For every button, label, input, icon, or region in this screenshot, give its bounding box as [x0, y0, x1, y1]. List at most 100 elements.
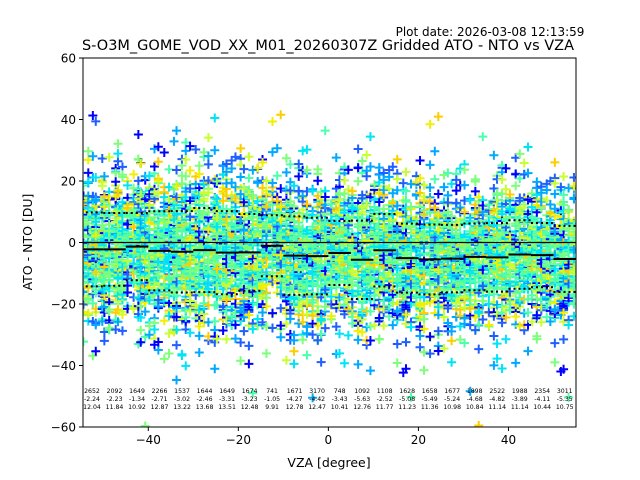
scatter-point — [117, 326, 127, 336]
scatter-point — [267, 308, 277, 318]
scatter-point — [447, 336, 457, 346]
scatter-point — [365, 132, 375, 142]
scatter-point — [203, 176, 213, 186]
scatter-point — [236, 216, 246, 226]
scatter-point — [194, 321, 204, 331]
scatter-point — [465, 320, 475, 330]
scatter-point — [392, 358, 402, 368]
scatter-point — [144, 330, 154, 340]
scatter-point — [159, 147, 169, 157]
scatter-point — [353, 335, 363, 345]
scatter-point — [164, 349, 174, 359]
scatter-point — [289, 201, 299, 211]
scatter-point — [308, 319, 318, 329]
scatter-point — [248, 388, 258, 398]
scatter-point — [302, 288, 312, 298]
scatter-point — [117, 170, 127, 180]
scatter-point — [474, 344, 484, 354]
scatter-point — [392, 154, 402, 164]
scatter-point — [308, 298, 318, 308]
scatter-point — [253, 163, 263, 173]
scatter-point — [289, 359, 299, 369]
scatter-point — [91, 277, 101, 287]
scatter-point — [261, 301, 271, 311]
scatter-point — [191, 145, 201, 155]
scatter-point — [334, 301, 344, 311]
scatter-point — [239, 312, 249, 322]
scatter-point — [320, 323, 330, 333]
scatter-point — [99, 262, 109, 272]
scatter-point — [185, 328, 195, 338]
scatter-point — [88, 110, 98, 120]
scatter-point — [261, 176, 271, 186]
scatter-point — [212, 176, 222, 186]
chart-title: S-O3M_GOME_VOD_XX_M01_20260307Z Gridded … — [82, 38, 574, 54]
scatter-point — [302, 145, 312, 155]
scatter-point — [153, 157, 163, 167]
scatter-point — [111, 177, 121, 187]
scatter-point — [164, 274, 174, 284]
scatter-point — [97, 153, 107, 163]
scatter-point — [97, 181, 107, 191]
scatter-point — [308, 222, 318, 232]
scatter-point — [194, 161, 204, 171]
scatter-point — [276, 215, 286, 225]
scatter-point — [104, 267, 114, 277]
scatter-point — [203, 188, 213, 198]
scatter-point — [172, 325, 182, 335]
scatter-point — [272, 171, 282, 181]
scatter-point — [172, 165, 182, 175]
scatter-point — [191, 300, 201, 310]
scatter-point — [91, 231, 101, 241]
scatter-point — [230, 320, 240, 330]
scatter-point — [289, 330, 299, 340]
scatter-point — [194, 169, 204, 179]
scatter-point — [136, 325, 146, 335]
scatter-point — [111, 168, 121, 178]
scatter-point — [339, 205, 349, 215]
scatter-point — [212, 194, 222, 204]
scatter-point — [425, 160, 435, 170]
scatter-point — [133, 129, 143, 139]
scatter-point — [302, 322, 312, 332]
scatter-point — [159, 297, 169, 307]
scatter-point — [326, 267, 336, 277]
scatter-point — [261, 189, 271, 199]
scatter-point — [248, 324, 258, 334]
scatter-point — [104, 152, 114, 162]
scatter-point — [91, 217, 101, 227]
scatter-point — [153, 295, 163, 305]
scatter-point — [261, 348, 271, 358]
scatter-point — [294, 159, 304, 169]
scatter-point — [185, 296, 195, 306]
scatter-point — [177, 178, 187, 188]
scatter-point — [239, 268, 249, 278]
scatter-point — [113, 317, 123, 327]
scatter-point — [144, 200, 154, 210]
scatter-point — [83, 308, 93, 318]
scatter-point — [239, 164, 249, 174]
scatter-point — [144, 272, 154, 282]
scatter-point — [267, 147, 277, 157]
scatter-point — [298, 146, 308, 156]
scatter-point — [276, 110, 286, 120]
scatter-point — [248, 191, 258, 201]
scatter-point — [212, 222, 222, 232]
scatter-point — [99, 327, 109, 337]
scatter-point — [244, 341, 254, 351]
scatter-point — [285, 159, 295, 169]
scatter-point — [258, 308, 268, 318]
scatter-point — [227, 275, 237, 285]
scatter-point — [281, 167, 291, 177]
scatter-point — [261, 224, 271, 234]
scatter-point — [474, 421, 484, 427]
scatter-point — [484, 320, 494, 330]
scatter-point — [478, 132, 488, 142]
scatter-point — [379, 321, 389, 331]
scatter-point — [430, 146, 440, 156]
scatter-point — [136, 313, 146, 323]
scatter-point — [153, 176, 163, 186]
scatter-point — [83, 146, 93, 156]
scatter-point — [447, 357, 457, 367]
scatter-point — [334, 348, 344, 358]
